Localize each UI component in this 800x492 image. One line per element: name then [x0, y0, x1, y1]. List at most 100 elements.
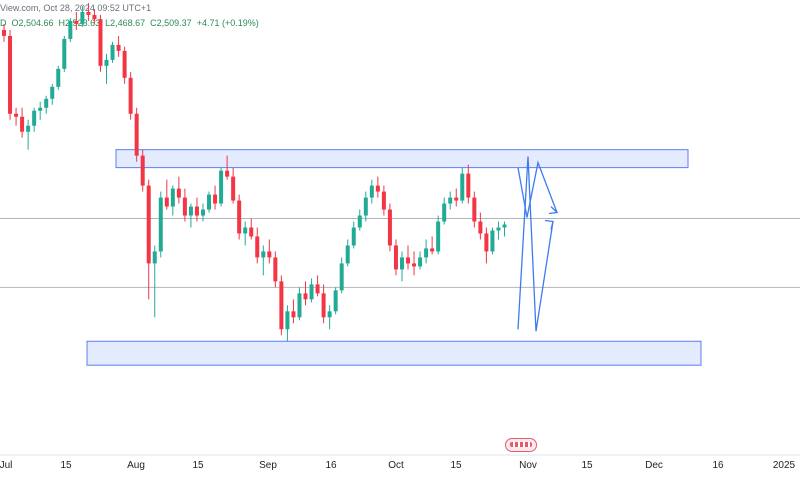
candle-body: [32, 110, 37, 126]
candle-body: [279, 281, 284, 330]
candle-body: [194, 206, 199, 216]
candle-body: [92, 14, 97, 20]
candle-body: [152, 251, 157, 264]
candle-body: [430, 248, 435, 252]
candle-body: [291, 311, 296, 318]
x-tick-label: 15: [450, 460, 462, 471]
candle-body: [490, 230, 495, 252]
candle-body: [200, 209, 205, 216]
candle-body: [267, 251, 272, 258]
candle-body: [158, 197, 163, 252]
candle-body: [484, 233, 489, 252]
candle-body: [170, 188, 175, 207]
x-tick-label: 16: [325, 460, 337, 471]
x-tick-label: 2025: [773, 460, 796, 471]
candle-body: [140, 155, 145, 186]
candle-body: [104, 59, 109, 66]
candle-body: [454, 197, 459, 201]
x-tick-label: Sep: [259, 460, 277, 471]
candle-body: [418, 257, 423, 267]
x-tick-label: Dec: [645, 460, 663, 471]
candle-body: [273, 257, 278, 282]
ohlc-readout: D O2,504.66 H2,523.63 L2,468.67 C2,509.37 +4.…: [0, 16, 264, 30]
support-zone: [86, 340, 702, 366]
candle-body: [351, 227, 356, 246]
candle-body: [56, 68, 61, 87]
candle-body: [363, 197, 368, 216]
candle-body: [2, 29, 6, 36]
candle-body: [333, 290, 338, 312]
candle-body: [502, 224, 507, 228]
candle-body: [327, 311, 332, 318]
candle-body: [393, 245, 398, 270]
candle-body: [14, 113, 19, 117]
candle-body: [207, 194, 212, 210]
resistance-zone: [115, 149, 689, 169]
candle-body: [381, 191, 386, 210]
candle-body: [466, 173, 471, 198]
candle-body: [339, 263, 344, 291]
candle-body: [399, 257, 404, 270]
candle-body: [116, 44, 121, 51]
candle-body: [315, 284, 320, 294]
x-tick-label: Aug: [127, 460, 145, 471]
candle-body: [424, 248, 429, 258]
candle-body: [243, 227, 248, 234]
candle-body: [345, 245, 350, 264]
candle-body: [146, 185, 151, 264]
x-tick-label: 16: [712, 460, 724, 471]
candle-body: [255, 236, 260, 258]
candle-body: [50, 86, 55, 99]
candle-body: [68, 20, 73, 39]
candle-body: [237, 200, 242, 234]
x-tick-label: 15: [192, 460, 204, 471]
candle-body: [110, 44, 115, 60]
candle-body: [412, 263, 417, 267]
candle-body: [20, 116, 25, 132]
candle-body: [406, 257, 411, 264]
candle-body: [86, 11, 91, 15]
candle-body: [231, 176, 236, 201]
candle-body: [134, 113, 139, 156]
ohlc-open: O2,504.66: [11, 18, 54, 28]
flag-icon[interactable]: [505, 438, 537, 452]
candle-body: [472, 197, 477, 222]
projection-up-path: [517, 156, 554, 332]
candle-body: [249, 227, 254, 237]
candle-body: [309, 284, 314, 300]
candle-body: [176, 188, 181, 198]
candle-body: [261, 251, 266, 258]
candle-body: [164, 197, 169, 207]
candle-body: [8, 35, 13, 114]
candle-body: [369, 185, 374, 198]
candle-body: [285, 311, 290, 330]
x-tick-label: 15: [60, 460, 72, 471]
candle-body: [80, 11, 85, 24]
candle-body: [213, 194, 218, 204]
candle-body: [38, 107, 43, 111]
candle-body: [387, 209, 392, 246]
candle-body: [436, 221, 441, 252]
ohlc-close: C2,509.37: [150, 18, 192, 28]
projection-down-arrowhead: [548, 206, 559, 215]
ohlc-change: +4.71 (+0.19%): [196, 18, 259, 28]
candle-body: [219, 170, 224, 204]
ohlc-prefix: D: [0, 18, 7, 28]
candle-body: [188, 206, 193, 216]
candle-body: [357, 215, 362, 228]
header-source: View.com, Oct 28, 2024 09:52 UTC+1: [0, 3, 152, 13]
projection-up-arrowhead: [544, 219, 554, 230]
candle-body: [321, 293, 326, 318]
x-tick-label: Nov: [519, 460, 537, 471]
candle-body: [98, 19, 103, 66]
candle-body: [375, 185, 380, 192]
candle-body: [74, 20, 79, 24]
candle-body: [442, 203, 447, 222]
candle-body: [460, 173, 465, 201]
x-tick-label: Oct: [388, 460, 404, 471]
ohlc-high: H2,523.63: [58, 18, 101, 28]
candle-body: [225, 170, 230, 177]
projection-down-path: [517, 160, 558, 218]
x-tick-label: 15: [581, 460, 593, 471]
